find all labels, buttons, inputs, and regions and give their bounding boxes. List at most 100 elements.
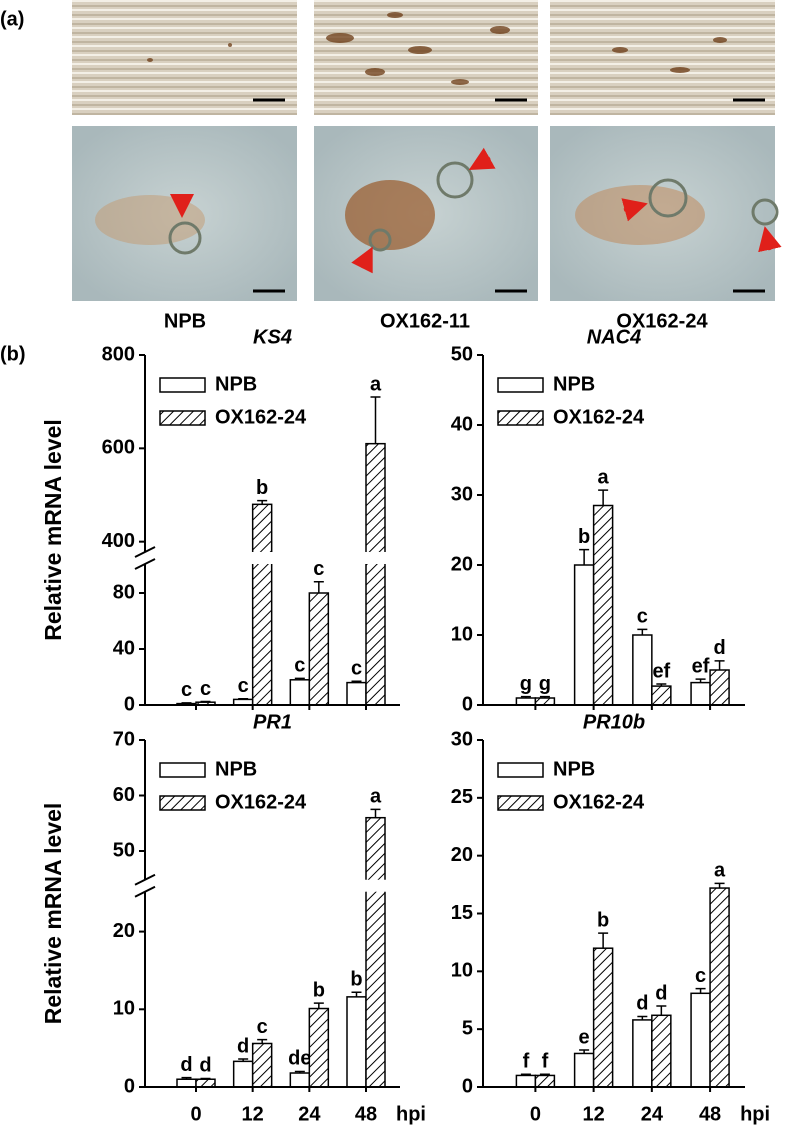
bar [176, 1078, 197, 1088]
significance-label: a [370, 373, 382, 395]
significance-label: c [695, 965, 706, 987]
y-tick-label: 20 [451, 844, 473, 866]
x-axis-label: hpi [396, 1103, 426, 1125]
x-tick-label: 48 [699, 1103, 721, 1125]
y-tick-label: 70 [113, 728, 135, 750]
significance-label: c [181, 679, 192, 701]
panel-label: (b) [0, 343, 26, 365]
bar [651, 685, 672, 706]
error-bar [539, 1073, 550, 1076]
y-tick-label: 0 [462, 693, 473, 715]
axis-break [133, 552, 400, 564]
legend-swatch [497, 795, 544, 811]
legend-swatch [159, 762, 206, 778]
x-tick-label: 24 [641, 1103, 664, 1125]
significance-label: c [257, 1016, 268, 1038]
error-bar [539, 695, 550, 698]
x-tick-label: 0 [190, 1103, 201, 1125]
significance-label: g [520, 673, 532, 695]
bar [651, 1014, 672, 1088]
panel-label: (a) [0, 8, 24, 30]
x-axis-label: hpi [740, 1103, 770, 1125]
bar [251, 503, 273, 706]
bar [515, 697, 537, 706]
bar [251, 1042, 273, 1088]
legend-label: OX162-24 [553, 406, 645, 428]
error-bar [656, 683, 667, 687]
bar [308, 1007, 330, 1088]
bar [534, 1074, 556, 1088]
significance-label: d [636, 993, 648, 1015]
significance-label: c [351, 657, 362, 679]
significance-label: f [523, 1051, 530, 1073]
error-bar [200, 1077, 211, 1080]
y-tick-label: 0 [462, 1075, 473, 1097]
y-tick-label: 20 [451, 553, 473, 575]
y-tick-label: 50 [451, 343, 473, 365]
y-tick-label: 10 [113, 998, 135, 1020]
legend-label: NPB [553, 758, 595, 780]
significance-label: a [714, 860, 726, 882]
legend-swatch [497, 762, 544, 778]
column-label: NPB [164, 310, 206, 332]
break-mark [134, 546, 156, 558]
significance-label: b [350, 968, 362, 990]
significance-label: ef [692, 655, 710, 677]
x-tick-label: 24 [298, 1103, 321, 1125]
error-bar [351, 680, 362, 683]
y-axis-label: Relative mRNA level [40, 419, 66, 641]
bar [232, 1060, 254, 1088]
chart-title: KS4 [253, 326, 292, 348]
legend-swatch [159, 410, 206, 426]
legend-label: NPB [215, 373, 257, 395]
legend-swatch [497, 410, 544, 426]
legend-label: OX162-24 [215, 406, 307, 428]
legend-swatch [497, 377, 544, 393]
y-tick-label: 10 [451, 623, 473, 645]
legend-label: NPB [553, 373, 595, 395]
error-bar [637, 1015, 648, 1020]
bar [346, 681, 367, 706]
y-tick-label: 40 [451, 413, 473, 435]
y-axis-label: Relative mRNA level [40, 803, 66, 1025]
bar [346, 996, 367, 1088]
y-tick-label: 60 [113, 784, 135, 806]
micrographs [72, 0, 782, 301]
error-bar [656, 1005, 667, 1016]
x-tick-label: 48 [355, 1103, 377, 1125]
error-bar [579, 1049, 590, 1054]
legend-label: OX162-24 [553, 791, 645, 813]
bar [289, 679, 311, 706]
bar [709, 887, 730, 1088]
error-bar [181, 1076, 192, 1080]
significance-label: ef [652, 660, 670, 682]
significance-label: c [200, 678, 211, 700]
significance-label: d [180, 1054, 192, 1076]
x-tick-label: 12 [242, 1103, 264, 1125]
bar [573, 564, 595, 706]
legend-swatch [159, 795, 206, 811]
axis-break [133, 879, 400, 892]
y-tick-label: 15 [451, 902, 473, 924]
error-bar [257, 499, 268, 505]
bar [515, 1074, 537, 1088]
error-bar [351, 991, 362, 997]
error-bar [695, 987, 706, 994]
error-bar [520, 695, 531, 698]
bar [308, 592, 330, 706]
legend-label: NPB [215, 758, 257, 780]
significance-label: c [637, 606, 648, 628]
significance-label: d [655, 982, 667, 1004]
bar [573, 1052, 595, 1088]
bar [534, 697, 556, 706]
error-bar [598, 489, 609, 506]
bar [365, 816, 386, 1088]
significance-label: b [578, 526, 590, 548]
significance-label: d [237, 1035, 249, 1057]
y-tick-label: 400 [102, 530, 135, 552]
error-bar [637, 628, 648, 635]
leaf-image [314, 0, 538, 115]
error-bar [313, 1002, 324, 1009]
y-tick-label: 30 [451, 728, 473, 750]
